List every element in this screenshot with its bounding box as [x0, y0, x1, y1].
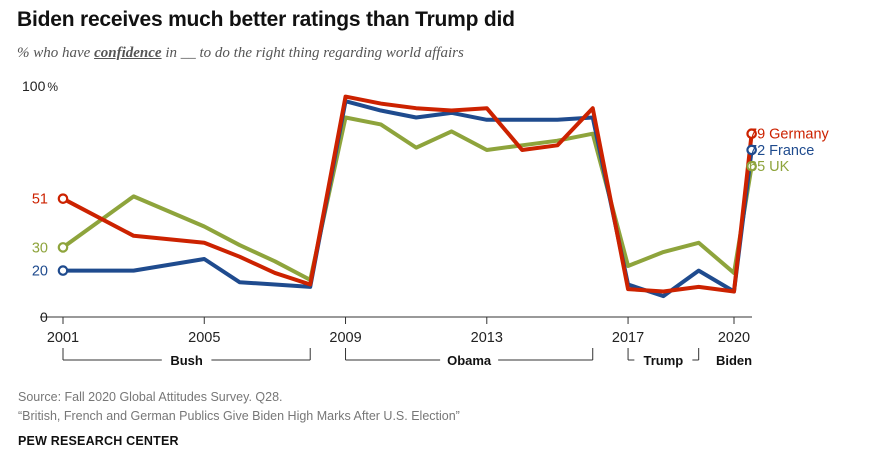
line-chart: 100 % 0 2001 2005 2009 2013 2017 2020 Bush Obama Tr…: [22, 78, 830, 368]
subtitle-suffix: in __ to do the right thing regarding wo…: [161, 45, 464, 61]
data-label-start-uk: 30: [32, 240, 48, 256]
chart-subtitle: % who have confidence in __ to do the ri…: [17, 45, 464, 62]
x-tick-label: 2005: [188, 330, 220, 346]
era-label: Bush: [170, 353, 203, 368]
data-label-start-germany: 51: [32, 192, 48, 208]
data-point-end-germany: [746, 128, 757, 140]
y-tick-label: 0: [40, 309, 48, 325]
subtitle-prefix: % who have: [17, 45, 95, 61]
x-tick-label: 2013: [471, 330, 503, 346]
series-line-germany: [61, 94, 754, 294]
chart-title: Biden receives much better ratings than …: [17, 8, 515, 31]
data-point-start-germany: [57, 193, 69, 204]
series-line-uk: [61, 115, 754, 282]
data-label-end-uk: 65 UK: [749, 159, 790, 175]
data-point-start-france: [57, 265, 69, 276]
era-label: Trump: [644, 353, 684, 368]
era-label: Obama: [447, 353, 492, 368]
y-tick-label: 100%: [22, 78, 58, 94]
data-point-end-uk: [746, 160, 757, 172]
data-point-start-uk: [57, 242, 69, 253]
series-line-france: [61, 99, 754, 299]
x-tick-label: 2001: [47, 330, 79, 346]
data-point-end-france: [746, 144, 757, 156]
source-note: Source: Fall 2020 Global Attitudes Surve…: [18, 390, 283, 404]
data-label-start-france: 20: [32, 264, 48, 280]
x-tick-label: 2009: [329, 330, 361, 346]
data-label-end-france: 72 France: [749, 143, 814, 159]
report-note: “British, French and German Publics Give…: [18, 409, 460, 423]
subtitle-emphasis: confidence: [94, 45, 162, 61]
data-label-end-germany: 79 Germany: [749, 127, 830, 143]
x-tick-label: 2017: [612, 330, 644, 346]
x-tick-label: 2020: [718, 330, 750, 346]
brand-name: PEW RESEARCH CENTER: [18, 434, 179, 448]
era-label: Biden: [716, 353, 752, 368]
